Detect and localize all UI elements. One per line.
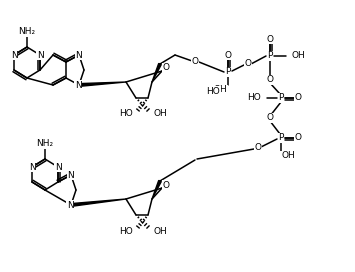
Text: N: N: [67, 171, 75, 180]
Text: OH: OH: [281, 152, 295, 160]
Polygon shape: [152, 63, 161, 82]
Text: O: O: [295, 134, 301, 143]
Text: O: O: [267, 76, 273, 85]
Text: NH₂: NH₂: [37, 140, 54, 149]
Text: HO: HO: [119, 227, 133, 236]
Text: N: N: [55, 162, 61, 172]
Text: OH: OH: [154, 110, 168, 119]
Text: N: N: [37, 51, 43, 60]
Text: O: O: [163, 181, 169, 190]
Text: HO: HO: [119, 110, 133, 119]
Text: O: O: [191, 57, 198, 66]
Polygon shape: [71, 199, 126, 206]
Text: N: N: [67, 200, 73, 209]
Text: O: O: [295, 94, 301, 103]
Text: P: P: [278, 134, 284, 143]
Text: N: N: [29, 162, 36, 172]
Text: N: N: [75, 81, 81, 89]
Text: O: O: [163, 63, 169, 73]
Text: N: N: [76, 51, 82, 60]
Text: OH: OH: [154, 227, 168, 236]
Text: HO: HO: [247, 94, 261, 103]
Text: P: P: [278, 94, 284, 103]
Text: O: O: [267, 113, 273, 122]
Text: O: O: [245, 60, 251, 69]
Text: NH₂: NH₂: [18, 27, 36, 36]
Text: HO: HO: [206, 86, 220, 95]
Text: OH: OH: [292, 51, 306, 60]
Polygon shape: [79, 82, 126, 86]
Text: P: P: [267, 51, 273, 60]
Text: O: O: [255, 144, 262, 153]
Text: P: P: [225, 67, 231, 76]
Text: OH: OH: [213, 85, 227, 94]
Polygon shape: [152, 180, 161, 199]
Text: N: N: [11, 51, 17, 60]
Text: O: O: [267, 35, 273, 44]
Text: O: O: [224, 51, 231, 60]
